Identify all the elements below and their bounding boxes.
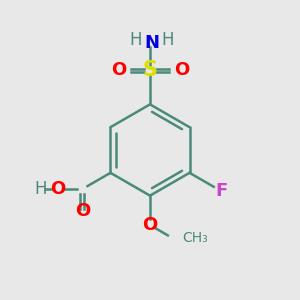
Text: O: O (142, 216, 158, 234)
Text: H: H (161, 31, 174, 49)
Text: CH₃: CH₃ (182, 231, 208, 245)
Text: O: O (50, 180, 65, 198)
Text: H: H (34, 180, 46, 198)
Text: O: O (174, 61, 189, 80)
Text: H: H (129, 31, 142, 49)
Text: F: F (215, 182, 227, 200)
Text: N: N (144, 34, 159, 52)
Text: S: S (142, 61, 158, 80)
Text: O: O (75, 202, 90, 220)
Text: O: O (111, 61, 126, 80)
